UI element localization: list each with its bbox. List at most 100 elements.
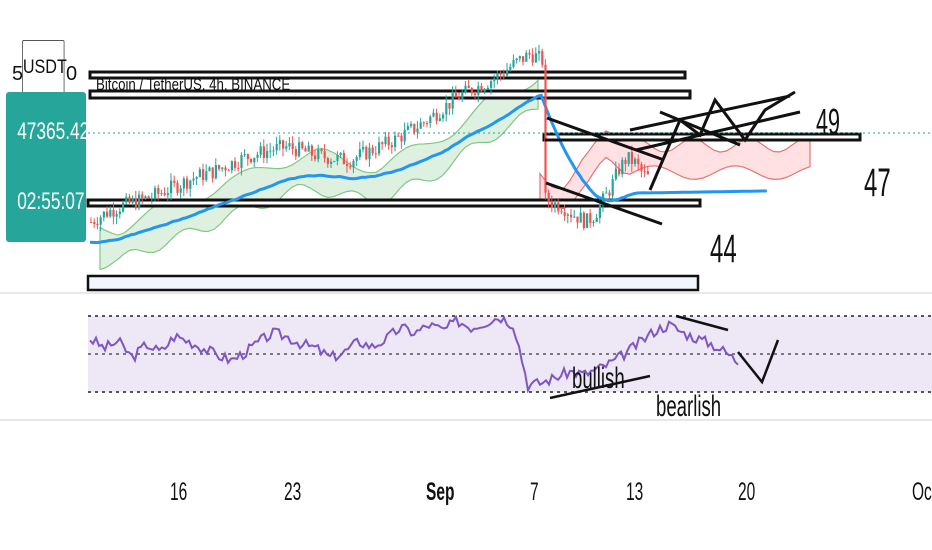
candle-body: [518, 56, 521, 59]
candle-body: [397, 135, 400, 137]
candle-body: [643, 170, 646, 172]
candle-body: [138, 194, 141, 209]
candle-body: [598, 204, 601, 218]
candle-body: [573, 216, 576, 218]
candle-body: [522, 56, 525, 62]
candle-body: [640, 164, 643, 171]
moving-average-line: [89, 93, 767, 245]
cross-line: [659, 110, 741, 147]
candle-body: [496, 73, 499, 79]
candlestick-series: [90, 44, 649, 231]
candle-body: [112, 209, 115, 217]
candle-body: [195, 177, 198, 179]
candle-body: [202, 169, 205, 181]
candle-body: [458, 97, 461, 100]
candle-body: [637, 158, 640, 165]
candle-body: [595, 217, 598, 222]
candle-body: [474, 93, 477, 95]
candle-body: [560, 211, 563, 213]
candle-body: [173, 180, 176, 183]
candle-body: [512, 59, 515, 67]
candle-body: [314, 155, 317, 160]
annotation-level-44: 44: [710, 226, 737, 271]
candle-body: [186, 178, 189, 189]
candle-body: [198, 169, 201, 178]
candle-body: [445, 102, 448, 115]
candle-body: [266, 150, 269, 158]
candle-body: [134, 198, 137, 209]
candle-body: [282, 140, 285, 149]
candle-body: [349, 166, 352, 168]
annotation-level-47: 47: [864, 160, 891, 205]
candle-body: [525, 52, 528, 62]
candle-body: [547, 192, 550, 202]
candle-body: [102, 211, 105, 218]
candle-body: [154, 188, 157, 199]
candle-body: [246, 154, 249, 159]
candle-body: [470, 88, 473, 94]
rsi-projection: [737, 339, 780, 385]
candle-body: [554, 202, 557, 208]
candle-body: [454, 93, 457, 98]
candle-body: [291, 143, 294, 150]
annotation-bearlish: bearlish: [656, 390, 721, 424]
lower-support-box: [86, 274, 700, 292]
candle-body: [448, 102, 451, 109]
candle-body: [221, 167, 224, 169]
candle-body: [630, 152, 633, 164]
channel-lower-line: [635, 110, 801, 152]
candle-body: [320, 149, 323, 152]
candle-body: [563, 212, 566, 216]
candle-body: [230, 161, 233, 171]
candle-body: [387, 136, 390, 146]
candle-body: [237, 167, 240, 169]
candle-body: [125, 196, 128, 203]
candle-body: [378, 142, 381, 154]
candle-body: [269, 150, 272, 152]
candle-body: [400, 135, 403, 142]
last-price-value: 47365.42: [17, 118, 90, 145]
candle-body: [243, 154, 246, 156]
candle-body: [381, 142, 384, 145]
candle-body: [429, 116, 432, 124]
candle-body: [214, 164, 217, 179]
candle-body: [403, 129, 406, 142]
axis-fragment-left: 5: [12, 63, 23, 85]
candle-body: [278, 140, 281, 144]
candle-body: [355, 157, 358, 161]
candle-body: [227, 170, 230, 172]
candle-body: [256, 154, 259, 158]
candle-body: [189, 180, 192, 189]
candle-body: [170, 180, 173, 194]
candle-body: [570, 214, 573, 218]
candle-body: [285, 146, 288, 149]
candle-body: [486, 87, 489, 90]
candle-body: [432, 112, 435, 117]
candle-body: [493, 78, 496, 82]
candle-body: [442, 114, 445, 119]
candle-body: [310, 145, 313, 156]
wedge-lower-line: [545, 181, 663, 226]
candle-body: [272, 150, 275, 152]
candle-body: [106, 211, 109, 217]
candle-body: [144, 196, 147, 199]
annotation-level-49: 49: [816, 102, 840, 142]
resistance-box-mid: [88, 89, 692, 100]
candle-body: [614, 168, 617, 180]
rsi-drawings: [549, 314, 780, 400]
candle-body: [582, 212, 585, 229]
candle-body: [477, 85, 480, 95]
candle-body: [490, 81, 493, 88]
currency-label[interactable]: USDT: [22, 40, 67, 96]
trendlines: [545, 90, 801, 226]
candle-body: [576, 216, 579, 223]
candle-body: [96, 223, 99, 225]
candle-body: [627, 152, 630, 165]
candle-body: [509, 66, 512, 70]
candle-body: [534, 53, 537, 63]
candle-body: [394, 135, 397, 148]
symbol-title: Bitcoin / TetherUS, 4h, BINANCE: [96, 76, 290, 95]
candle-body: [371, 147, 374, 154]
candle-body: [224, 167, 227, 171]
